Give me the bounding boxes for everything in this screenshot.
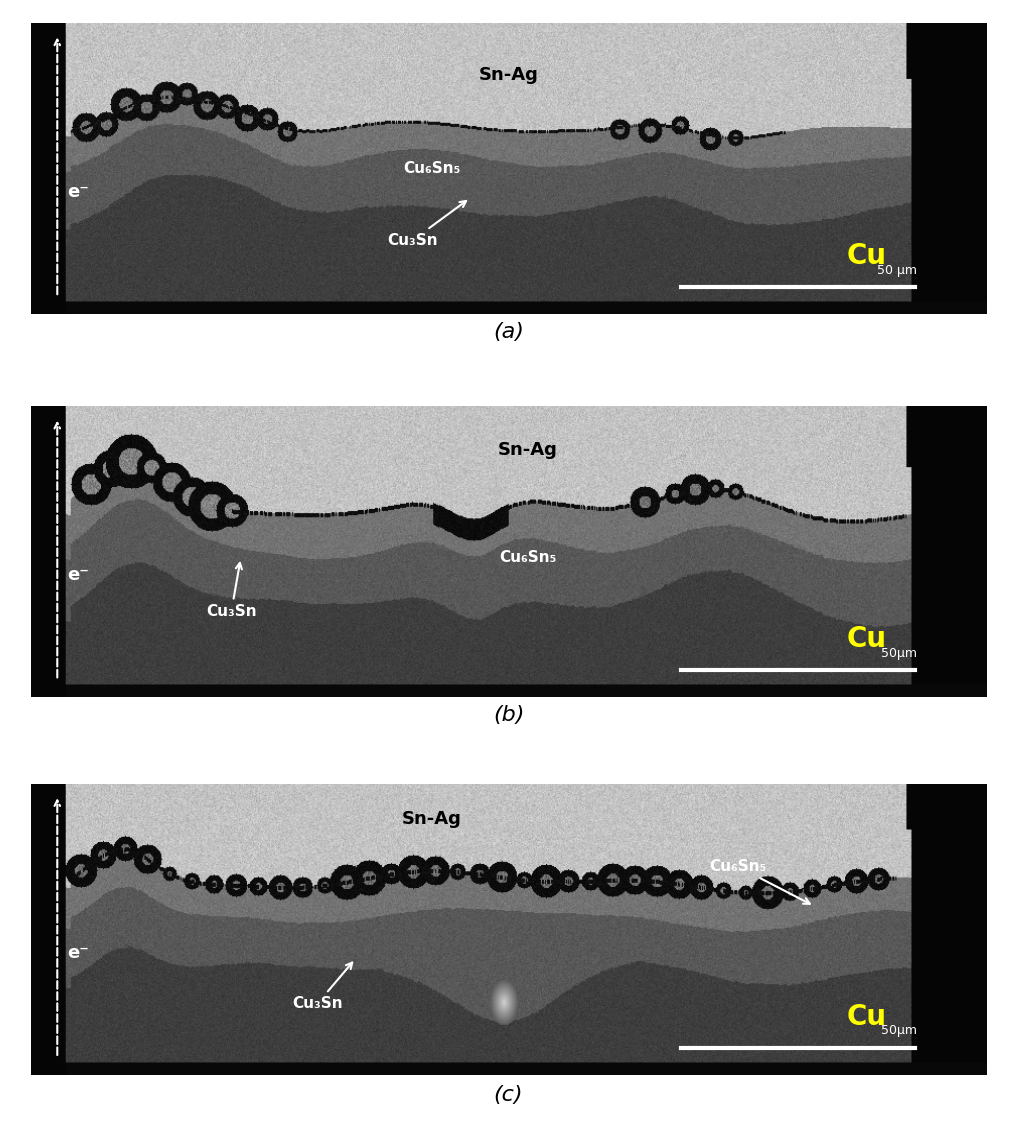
Text: Sn-Ag: Sn-Ag [479,66,538,85]
Text: Sn-Ag: Sn-Ag [402,810,462,827]
Text: Cu₆Sn₅: Cu₆Sn₅ [404,161,461,176]
Text: Cu₆Sn₅: Cu₆Sn₅ [709,859,810,904]
Text: (c): (c) [493,1085,524,1105]
Text: Cu₃Sn: Cu₃Sn [206,563,256,619]
Text: e⁻: e⁻ [67,944,89,962]
Text: Cu: Cu [847,1003,887,1031]
Text: Cu₃Sn: Cu₃Sn [292,962,352,1011]
Text: 50 μm: 50 μm [877,263,916,277]
Text: e⁻: e⁻ [67,566,89,585]
Text: (a): (a) [493,321,524,342]
Text: Cu₃Sn: Cu₃Sn [387,201,466,247]
Text: e⁻: e⁻ [67,183,89,201]
Text: Cu₆Sn₅: Cu₆Sn₅ [499,550,556,565]
Text: (b): (b) [493,705,524,725]
Text: 50μm: 50μm [881,646,916,660]
Text: 50μm: 50μm [881,1024,916,1038]
Text: Sn-Ag: Sn-Ag [497,440,557,459]
Text: Cu: Cu [847,243,887,270]
Text: Cu: Cu [847,626,887,653]
